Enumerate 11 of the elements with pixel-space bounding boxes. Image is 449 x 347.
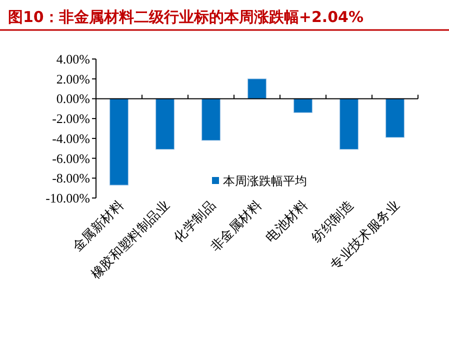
- y-tick-label: -2.00%: [52, 111, 90, 126]
- title: 图10：非金属材料二级行业标的本周涨跌幅+2.04%: [8, 8, 364, 26]
- y-tick-label: -6.00%: [52, 150, 90, 166]
- x-tick-label: 电池材料: [263, 198, 311, 246]
- y-tick-label: -8.00%: [52, 170, 90, 186]
- legend: 本周涨跌幅平均: [212, 174, 307, 188]
- y-tick-label: 0.00%: [56, 91, 90, 106]
- y-tick-label: 2.00%: [56, 71, 90, 86]
- y-tick-label: -4.00%: [52, 130, 90, 146]
- y-tick-label: -10.00%: [46, 190, 90, 206]
- y-tick-label: 4.00%: [56, 52, 90, 66]
